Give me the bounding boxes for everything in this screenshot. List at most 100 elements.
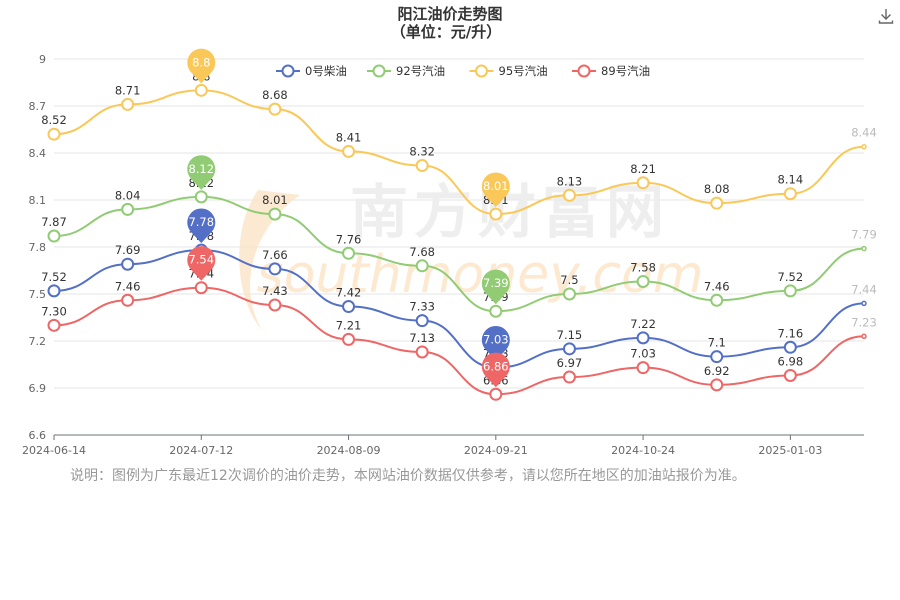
pin-shape bbox=[187, 155, 216, 190]
y-tick-label: 7.2 bbox=[29, 335, 47, 348]
series-95号汽油 bbox=[47, 83, 867, 221]
max-min-pins: 7.78 7.03 8.12 7.39 8.8 8.01 7.54 6.86 bbox=[187, 48, 510, 388]
series-line bbox=[53, 195, 865, 313]
data-point[interactable] bbox=[47, 318, 61, 332]
data-label: 7.21 bbox=[336, 318, 362, 332]
x-axis: 2024-06-14 2024-07-12 2024-08-09 2024-09-21… bbox=[22, 434, 864, 457]
data-point[interactable] bbox=[562, 342, 576, 356]
series-line bbox=[53, 249, 865, 369]
pin-label: 8.8 bbox=[192, 55, 210, 69]
data-point[interactable] bbox=[121, 257, 135, 271]
legend-label: 92号汽油 bbox=[396, 64, 445, 78]
pin-shape bbox=[481, 269, 510, 305]
data-label: 7.22 bbox=[630, 317, 656, 331]
pin-shape bbox=[187, 208, 216, 244]
data-label: 7.68 bbox=[409, 245, 435, 259]
legend[interactable]: 0号柴油 92号汽油 95号汽油 89号汽油 bbox=[276, 64, 650, 78]
data-point[interactable] bbox=[861, 333, 867, 340]
data-point[interactable] bbox=[342, 332, 356, 346]
watermark-logo bbox=[239, 190, 300, 330]
y-tick-label: 6.9 bbox=[29, 382, 47, 395]
data-point[interactable] bbox=[710, 196, 724, 210]
series-layer bbox=[47, 83, 867, 401]
download-icon[interactable] bbox=[876, 6, 896, 26]
data-label: 7.52 bbox=[778, 270, 804, 284]
data-point[interactable] bbox=[47, 229, 61, 243]
data-point[interactable] bbox=[415, 345, 429, 359]
data-label: 7.66 bbox=[262, 248, 288, 262]
data-label: 8.52 bbox=[41, 113, 67, 127]
series-89号汽油 bbox=[47, 281, 867, 401]
legend-label: 95号汽油 bbox=[499, 64, 548, 78]
data-point[interactable] bbox=[268, 207, 282, 221]
data-label: 8.44 bbox=[851, 126, 877, 140]
data-point[interactable] bbox=[783, 368, 797, 382]
data-point[interactable] bbox=[194, 281, 208, 295]
y-tick-label: 7.8 bbox=[29, 241, 47, 254]
data-point[interactable] bbox=[194, 83, 208, 97]
pin-label: 7.03 bbox=[483, 333, 509, 347]
data-point[interactable] bbox=[121, 293, 135, 307]
data-point[interactable] bbox=[861, 143, 867, 150]
series-92号汽油 bbox=[47, 190, 867, 318]
data-point[interactable] bbox=[783, 284, 797, 298]
data-label: 6.98 bbox=[778, 354, 804, 368]
data-point[interactable] bbox=[489, 207, 503, 221]
data-point[interactable] bbox=[861, 245, 867, 252]
legend-item[interactable]: 89号汽油 bbox=[572, 64, 650, 78]
data-point[interactable] bbox=[415, 314, 429, 328]
data-point[interactable] bbox=[861, 300, 867, 307]
legend-item[interactable]: 92号汽油 bbox=[367, 64, 445, 78]
data-point[interactable] bbox=[710, 350, 724, 364]
data-point[interactable] bbox=[47, 284, 61, 298]
pin-label: 7.54 bbox=[188, 253, 214, 267]
data-point[interactable] bbox=[268, 298, 282, 312]
data-point[interactable] bbox=[415, 159, 429, 173]
data-label: 7.1 bbox=[708, 336, 726, 350]
data-point[interactable] bbox=[636, 176, 650, 190]
data-point[interactable] bbox=[47, 127, 61, 141]
data-point[interactable] bbox=[342, 144, 356, 158]
data-label: 8.14 bbox=[778, 173, 804, 187]
data-label: 7.46 bbox=[704, 279, 730, 293]
data-label: 7.52 bbox=[41, 270, 67, 284]
data-point[interactable] bbox=[268, 262, 282, 276]
legend-marker bbox=[475, 64, 488, 78]
data-point[interactable] bbox=[342, 300, 356, 314]
data-point[interactable] bbox=[710, 293, 724, 307]
data-point[interactable] bbox=[783, 340, 797, 354]
pin-label: 8.01 bbox=[483, 179, 509, 193]
data-label: 6.97 bbox=[557, 356, 583, 370]
data-point[interactable] bbox=[121, 202, 135, 216]
data-point[interactable] bbox=[489, 387, 503, 401]
footnote: 说明：图例为广东最近12次调价的油价走势，本网站油价数据仅供参考，请以您所在地区… bbox=[70, 468, 746, 484]
data-point[interactable] bbox=[562, 188, 576, 202]
data-label: 6.92 bbox=[704, 364, 730, 378]
legend-marker bbox=[281, 64, 295, 78]
data-label: 7.44 bbox=[851, 282, 877, 296]
data-point[interactable] bbox=[121, 97, 135, 111]
y-tick-label: 7.5 bbox=[29, 288, 47, 301]
legend-item[interactable]: 95号汽油 bbox=[469, 64, 548, 78]
data-point[interactable] bbox=[194, 190, 208, 204]
legend-item[interactable]: 0号柴油 bbox=[276, 64, 347, 78]
legend-label: 89号汽油 bbox=[601, 64, 650, 78]
data-point[interactable] bbox=[562, 370, 576, 384]
data-label: 7.58 bbox=[630, 260, 656, 274]
pin-marker: 8.12 bbox=[187, 155, 216, 190]
data-point[interactable] bbox=[268, 102, 282, 116]
data-label: 7.03 bbox=[630, 347, 656, 361]
pin-shape bbox=[187, 246, 216, 281]
data-label: 7.23 bbox=[851, 315, 877, 329]
data-point[interactable] bbox=[415, 259, 429, 273]
data-point[interactable] bbox=[783, 187, 797, 201]
data-point[interactable] bbox=[342, 246, 356, 260]
data-point[interactable] bbox=[636, 361, 650, 375]
data-point[interactable] bbox=[562, 287, 576, 301]
data-point[interactable] bbox=[636, 331, 650, 345]
data-point[interactable] bbox=[489, 304, 503, 318]
data-point[interactable] bbox=[710, 378, 724, 392]
data-point[interactable] bbox=[636, 274, 650, 288]
pin-marker: 7.78 bbox=[187, 208, 216, 244]
